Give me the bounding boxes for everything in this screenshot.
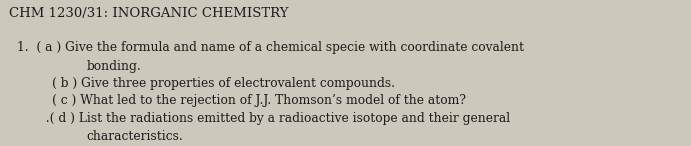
Text: 1.  ( a ) Give the formula and name of a chemical specie with coordinate covalen: 1. ( a ) Give the formula and name of a … xyxy=(17,41,524,54)
Text: CHM 1230/31: INORGANIC CHEMISTRY: CHM 1230/31: INORGANIC CHEMISTRY xyxy=(9,7,288,20)
Text: .( d ) List the radiations emitted by a radioactive isotope and their general: .( d ) List the radiations emitted by a … xyxy=(38,112,510,125)
Text: ( b ) Give three properties of electrovalent compounds.: ( b ) Give three properties of electrova… xyxy=(52,77,395,90)
Text: characteristics.: characteristics. xyxy=(86,130,183,143)
Text: bonding.: bonding. xyxy=(86,60,141,73)
Text: ( c ) What led to the rejection of J.J. Thomson’s model of the atom?: ( c ) What led to the rejection of J.J. … xyxy=(52,94,466,107)
